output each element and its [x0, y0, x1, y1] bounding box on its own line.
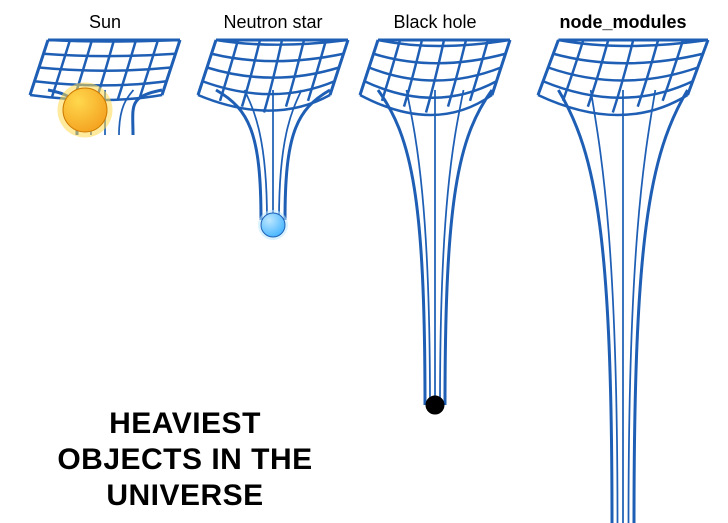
panel-blackhole — [360, 40, 510, 414]
caption-text: HEAVIEST OBJECTS IN THE UNIVERSE — [57, 407, 312, 512]
label-node_modules: node_modules — [559, 12, 686, 33]
label-neutron: Neutron star — [223, 12, 322, 33]
label-sun: Sun — [89, 12, 121, 33]
panel-sun — [30, 40, 180, 138]
panel-node_modules — [538, 40, 708, 523]
main-caption: HEAVIEST OBJECTS IN THE UNIVERSE — [20, 370, 350, 514]
panel-neutron — [198, 40, 348, 240]
label-blackhole: Black hole — [393, 12, 476, 33]
